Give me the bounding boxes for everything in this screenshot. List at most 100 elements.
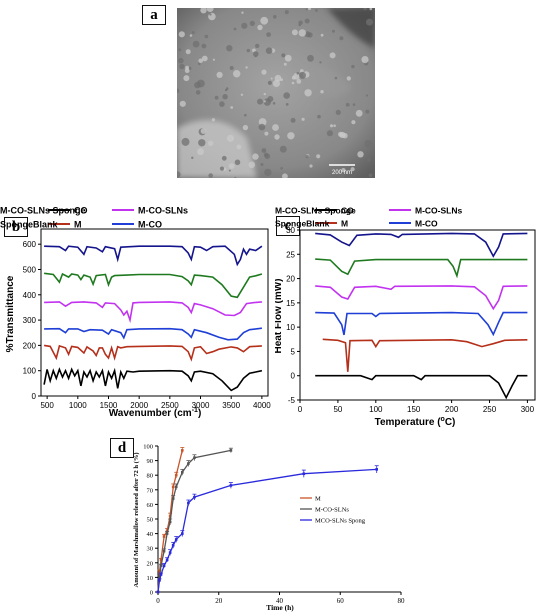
nanoparticle [283,62,287,66]
dsc-x-tick-label: 250 [483,405,497,414]
nanoparticle [197,148,204,156]
release-point-mco-slns-spong [302,472,306,476]
legend-label-spongeblank: SpongeBlank [0,220,59,230]
nanoparticle [320,90,324,94]
nanoparticle [307,54,314,62]
legend-label-m: M [341,219,348,229]
nanoparticle [357,151,364,158]
release-point-mco-slns-spong [174,538,178,541]
ftir-y-tick-label: 300 [23,316,37,325]
nanoparticle [195,90,201,95]
dsc-series-m [322,338,528,372]
release-y-tick-label: 60 [147,502,154,509]
release-y-axis-label: Amount of Marshmallow released after 72 … [133,453,140,588]
nanoparticle [198,62,201,66]
nanoparticle [249,20,255,26]
nanoparticle [350,167,355,172]
nanoparticle [261,69,267,75]
nanoparticle [189,34,193,37]
nanoparticle [245,66,248,69]
release-x-axis-label: Time (h) [266,603,294,612]
nanoparticle [233,27,237,31]
nanoparticle [365,109,370,114]
release-point-m-co-slns [187,462,190,465]
nanoparticle [272,102,276,105]
release-point-m-co-slns [193,456,196,459]
nanoparticle [221,155,227,161]
dsc-x-tick-label: 150 [407,405,421,414]
ftir-series-m [43,344,262,362]
release-point-m [181,449,184,452]
nanoparticle [351,120,356,125]
release-point-mco-slns-spong [375,468,378,471]
nanoparticle [351,64,355,69]
nanoparticle [230,106,234,109]
nanoparticle [184,68,190,74]
nanoparticle [258,118,267,126]
nanoparticle [228,169,231,172]
scale-bar-label: 200 nm [332,170,352,176]
nanoparticle [329,52,336,59]
nanoparticle [242,124,249,131]
nanoparticle [178,31,185,38]
release-point-mco-slns-spong [193,495,196,499]
nanoparticle [181,137,190,146]
nanoparticle [267,96,274,102]
nanoparticle [198,139,206,147]
nanoparticle [307,8,312,11]
dsc-x-axis-label-end: C) [445,417,456,428]
nanoparticle [258,123,266,131]
legend-label-m-co: M-CO [138,220,162,230]
nanoparticle [364,140,373,148]
ftir-y-tick-label: 500 [23,265,37,274]
ftir-series-group [43,245,263,392]
nanoparticle [309,164,313,168]
release-point-m [158,570,161,573]
nanoparticle [281,53,286,58]
nanoparticle [241,11,244,14]
release-point-mco-slns-spong [181,532,184,535]
nanoparticle [260,16,269,25]
nanoparticle [266,32,271,37]
release-series-group [156,447,379,594]
nanoparticle [194,81,201,89]
nanoparticle [335,109,341,115]
nanoparticle [287,132,295,140]
nanoparticle [229,66,234,70]
legend-label-m-co-slns-sponge: M-CO-SLNs Sponge [275,206,356,216]
ftir-chart: CO M-CO-SLNs M-CO-SLNs Sponge M M-CO SpongeBl… [0,206,271,420]
nanoparticle [355,109,363,117]
release-y-tick-label: 80 [147,473,154,480]
ftir-y-tick-label: 0 [32,392,37,401]
nanoparticle [296,79,302,84]
dsc-x-tick-label: 50 [333,405,342,414]
nanoparticle [178,48,182,52]
ftir-x-tick-label: 1500 [100,401,118,410]
release-point-m [165,529,169,532]
release-axes: 0 20 40 60 80 0 10 20 30 40 50 60 70 80 90 100 [143,444,405,606]
nanoparticle [206,8,214,12]
release-y-tick-label: 30 [147,546,154,553]
release-y-tick-label: 40 [147,531,154,538]
release-y-tick-label: 70 [147,487,154,494]
release-y-tick-label: 10 [147,575,154,582]
release-point-mco-slns-spong [162,564,166,568]
ftir-x-axis-label-sup: -1 [192,407,198,414]
dsc-chart: CO M-CO-SLNs M-CO-SLNs Sponge M M-CO SpongeBl… [275,206,536,428]
nanoparticle [208,140,214,146]
legend-label-m-co-slns: M-CO-SLNs [138,206,188,216]
nanoparticle [185,49,191,55]
nanoparticle [272,124,279,131]
nanoparticle [192,40,200,48]
release-point-m-co-slns [181,470,184,474]
legend-label-co: CO [341,206,354,216]
tem-micrograph: 200 nm [177,8,375,178]
release-y-tick-label: 100 [143,444,153,451]
release-chart: 0 20 40 60 80 0 10 20 30 40 50 60 70 80 90 100 M M-CO-SL… [133,444,405,613]
nanoparticle-dots [177,8,373,178]
nanoparticle [211,118,216,122]
nanoparticle [234,176,237,178]
release-point-m [171,485,175,489]
ftir-y-tick-label: 400 [23,291,37,300]
